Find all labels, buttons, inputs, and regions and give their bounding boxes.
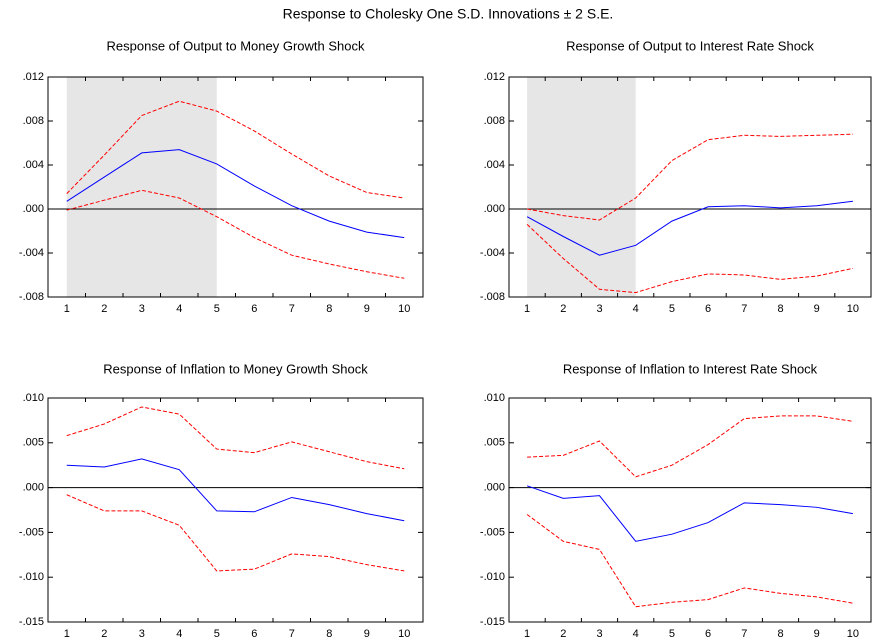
x-tick-label: 4 [176, 303, 182, 315]
x-tick-label: 8 [326, 303, 332, 315]
y-tick-label: .000 [484, 482, 505, 494]
panel-title: Response of Inflation to Money Growth Sh… [103, 361, 368, 376]
y-tick-label: .010 [484, 392, 505, 404]
x-tick-label: 10 [398, 628, 410, 640]
band-line [527, 133, 853, 221]
x-tick-label: 7 [741, 628, 747, 640]
y-tick-label: -.004 [480, 247, 505, 259]
x-tick-label: 2 [560, 628, 566, 640]
x-tick-label: 3 [139, 628, 145, 640]
band-line [66, 406, 405, 470]
x-tick-label: 6 [705, 303, 711, 315]
x-tick-label: 5 [214, 628, 220, 640]
response-line [526, 200, 853, 256]
y-tick-label: .012 [484, 71, 505, 83]
x-tick-label: 8 [777, 628, 783, 640]
x-tick-label: 1 [524, 628, 530, 640]
x-tick-label: 1 [64, 628, 70, 640]
shaded-region [66, 77, 217, 297]
band-line [527, 415, 853, 478]
x-tick-label: 9 [814, 303, 820, 315]
y-tick-label: .004 [484, 159, 505, 171]
y-tick-label: .008 [23, 115, 44, 127]
x-tick-label: 4 [633, 628, 639, 640]
y-tick-label: -.005 [19, 526, 44, 538]
x-tick-label: 1 [524, 303, 530, 315]
y-tick-label: -.005 [480, 526, 505, 538]
panel-title: Response of Output to Interest Rate Shoc… [566, 38, 814, 53]
x-tick-label: 7 [289, 628, 295, 640]
response-line [66, 149, 405, 239]
x-tick-label: 9 [814, 628, 820, 640]
plot-frame [47, 76, 424, 298]
x-tick-label: 6 [705, 628, 711, 640]
panel-title: Response of Inflation to Interest Rate S… [563, 361, 818, 376]
x-tick-label: 8 [777, 303, 783, 315]
x-tick-label: 9 [364, 628, 370, 640]
plot-frame [47, 397, 424, 623]
y-tick-label: .005 [484, 437, 505, 449]
x-tick-label: 5 [669, 628, 675, 640]
x-tick-label: 2 [560, 303, 566, 315]
x-tick-label: 3 [139, 303, 145, 315]
band-line [526, 224, 854, 294]
x-tick-label: 6 [251, 303, 257, 315]
x-tick-label: 3 [596, 303, 602, 315]
y-tick-label: -.008 [19, 291, 44, 303]
band-line [66, 494, 405, 572]
band-line [526, 514, 853, 608]
y-tick-label: -.015 [19, 616, 44, 628]
response-line [66, 458, 405, 522]
y-tick-label: .000 [23, 482, 44, 494]
plot-frame [508, 76, 872, 298]
x-tick-label: 7 [289, 303, 295, 315]
band-line [66, 100, 405, 199]
y-tick-label: .005 [23, 437, 44, 449]
y-tick-label: .000 [23, 203, 44, 215]
y-tick-label: -.015 [480, 616, 505, 628]
x-tick-label: 5 [669, 303, 675, 315]
x-tick-label: 6 [251, 628, 257, 640]
y-tick-label: .012 [23, 71, 44, 83]
y-tick-label: .008 [484, 115, 505, 127]
figure-title: Response to Cholesky One S.D. Innovation… [283, 6, 614, 22]
y-tick-label: -.008 [480, 291, 505, 303]
y-tick-label: .010 [23, 392, 44, 404]
y-tick-label: -.004 [19, 247, 44, 259]
x-tick-label: 9 [364, 303, 370, 315]
x-tick-label: 5 [214, 303, 220, 315]
x-tick-label: 10 [398, 303, 410, 315]
x-tick-label: 2 [101, 303, 107, 315]
plot-frame [508, 397, 872, 623]
x-tick-label: 3 [596, 628, 602, 640]
y-tick-label: .004 [23, 159, 44, 171]
x-tick-label: 4 [176, 628, 182, 640]
x-tick-label: 7 [741, 303, 747, 315]
x-tick-label: 1 [64, 303, 70, 315]
x-tick-label: 8 [326, 628, 332, 640]
y-tick-label: -.010 [19, 571, 44, 583]
y-tick-label: .000 [484, 203, 505, 215]
shaded-region [527, 77, 636, 297]
x-tick-label: 10 [847, 303, 859, 315]
x-tick-label: 4 [633, 303, 639, 315]
x-tick-label: 10 [847, 628, 859, 640]
panel-title: Response of Output to Money Growth Shock [107, 38, 365, 53]
y-tick-label: -.010 [480, 571, 505, 583]
response-line [526, 485, 853, 542]
x-tick-label: 2 [101, 628, 107, 640]
